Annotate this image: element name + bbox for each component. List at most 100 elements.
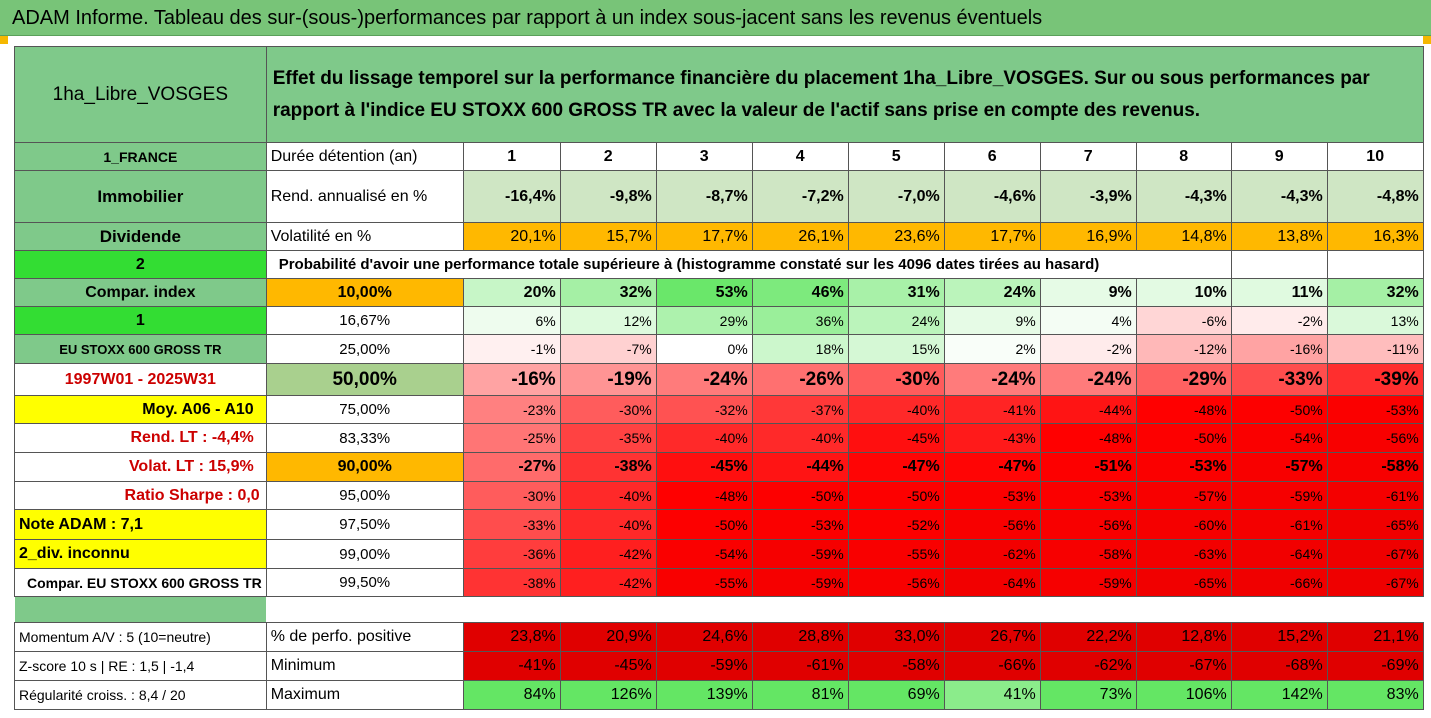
quantile-cell: -1% bbox=[462, 334, 561, 364]
quantile-cell: 36% bbox=[751, 306, 849, 335]
quantile-cell: -25% bbox=[462, 423, 561, 453]
note-adam-label: Note ADAM : 7,1 bbox=[14, 509, 267, 540]
quantile-pct: 25,00% bbox=[265, 334, 464, 364]
quantile-cell: -16% bbox=[462, 363, 561, 396]
vol-cell: 17,7% bbox=[943, 222, 1041, 251]
quantile-cell: -59% bbox=[1039, 568, 1137, 597]
quantile-cell: -38% bbox=[559, 452, 657, 482]
year-header: 7 bbox=[1039, 142, 1137, 171]
quantile-cell: -40% bbox=[655, 423, 753, 453]
quantile-cell: -30% bbox=[559, 395, 657, 424]
quantile-cell: -30% bbox=[462, 481, 561, 510]
year-header: 4 bbox=[751, 142, 849, 171]
rend-cell: -3,9% bbox=[1039, 170, 1137, 223]
stats-row: Régularité croiss. : 8,4 / 20 Maximum 84% 1… bbox=[14, 680, 1424, 710]
quantile-cell: -50% bbox=[655, 509, 753, 540]
quantile-cell: -53% bbox=[1326, 395, 1424, 424]
stats-cell: 139% bbox=[655, 680, 753, 710]
rend-cell: -16,4% bbox=[462, 170, 561, 223]
quantile-cell: -55% bbox=[847, 539, 945, 569]
stats-cell: 142% bbox=[1230, 680, 1328, 710]
vol-label: Volatilité en % bbox=[265, 222, 464, 251]
duration-label: Durée détention (an) bbox=[265, 142, 464, 171]
stats-cell: 12,8% bbox=[1135, 622, 1232, 652]
country-label: 1_FRANCE bbox=[14, 142, 267, 171]
quantile-cell: -43% bbox=[943, 423, 1041, 453]
stats-cell: -67% bbox=[1135, 651, 1232, 681]
quantile-cell: 24% bbox=[943, 278, 1041, 307]
stats-cell: 23,8% bbox=[462, 622, 561, 652]
stats-row: Z-score 10 s | RE : 1,5 | -1,4 Minimum -41… bbox=[14, 651, 1424, 681]
quantile-row: Note ADAM : 7,1 97,50% -33% -40% -50% -53% -52… bbox=[14, 509, 1424, 540]
quantile-cell: -2% bbox=[1039, 334, 1137, 364]
quantile-cell: 9% bbox=[943, 306, 1041, 335]
dividend-label: Dividende bbox=[14, 222, 267, 251]
spacer-row bbox=[14, 596, 1424, 623]
quantile-cell: -27% bbox=[462, 452, 561, 482]
quantile-cell: -11% bbox=[1326, 334, 1424, 364]
stats-cell: 26,7% bbox=[943, 622, 1041, 652]
quantile-cell: -50% bbox=[1135, 423, 1232, 453]
quantile-pct: 50,00% bbox=[265, 363, 464, 396]
corner-marker-right bbox=[1423, 36, 1431, 44]
quantile-cell: 11% bbox=[1230, 278, 1328, 307]
quantile-row: Ratio Sharpe : 0,0 95,00% -30% -40% -48% -50%… bbox=[14, 481, 1424, 510]
quantile-cell: -39% bbox=[1326, 363, 1424, 396]
quantile-cell: -54% bbox=[655, 539, 753, 569]
quantile-cell: 24% bbox=[847, 306, 945, 335]
quantile-cell: -63% bbox=[1135, 539, 1232, 569]
quantile-cell: -59% bbox=[751, 568, 849, 597]
stats-cell: 73% bbox=[1039, 680, 1137, 710]
quantile-pct: 83,33% bbox=[265, 423, 464, 453]
quantile-cell: -48% bbox=[1039, 423, 1137, 453]
compar-label: Compar. EU STOXX 600 GROSS TR bbox=[14, 568, 267, 597]
quantile-cell: -61% bbox=[1230, 509, 1328, 540]
quantile-cell: -57% bbox=[1230, 452, 1328, 482]
quantile-cell: -7% bbox=[559, 334, 657, 364]
quantile-cell: -47% bbox=[943, 452, 1041, 482]
quantile-cell: -38% bbox=[462, 568, 561, 597]
rend-lt-label: Rend. LT : -4,4% bbox=[14, 423, 267, 453]
stats-cell: 33,0% bbox=[847, 622, 945, 652]
quantile-cell: -36% bbox=[462, 539, 561, 569]
stats-cell: -61% bbox=[751, 651, 849, 681]
quantile-row: 1997W01 - 2025W31 50,00% -16% -19% -24% -26% -… bbox=[14, 363, 1424, 396]
sharpe-label: Ratio Sharpe : 0,0 bbox=[14, 481, 267, 510]
year-header: 8 bbox=[1135, 142, 1232, 171]
quantile-cell: -42% bbox=[559, 539, 657, 569]
stats-cell: -59% bbox=[655, 651, 753, 681]
year-header: 5 bbox=[847, 142, 945, 171]
years-row: 1_FRANCE Durée détention (an) 1 2 3 4 5 6 7 8 9 10 bbox=[14, 142, 1424, 171]
empty-cell bbox=[1326, 250, 1424, 279]
compar-index-label: Compar. index bbox=[14, 278, 267, 307]
quantile-cell: -53% bbox=[1039, 481, 1137, 510]
stats-cell: 106% bbox=[1135, 680, 1232, 710]
quantile-cell: -26% bbox=[751, 363, 849, 396]
quantile-cell: -37% bbox=[751, 395, 849, 424]
quantile-row: EU STOXX 600 GROSS TR 25,00% -1% -7% 0% 18% 15… bbox=[14, 334, 1424, 364]
quantile-cell: -56% bbox=[1326, 423, 1424, 453]
quantile-cell: -24% bbox=[655, 363, 753, 396]
quantile-cell: -65% bbox=[1135, 568, 1232, 597]
stats-left-label: Z-score 10 s | RE : 1,5 | -1,4 bbox=[14, 651, 267, 681]
quantile-cell: -40% bbox=[559, 481, 657, 510]
quantile-cell: -33% bbox=[462, 509, 561, 540]
quantile-row: 1 16,67% 6% 12% 29% 36% 24% 9% 4% -6% -2% 13% bbox=[14, 306, 1424, 335]
vol-cell: 14,8% bbox=[1135, 222, 1232, 251]
stats-cell: 20,9% bbox=[559, 622, 657, 652]
quantile-cell: -54% bbox=[1230, 423, 1328, 453]
volat-lt-label: Volat. LT : 15,9% bbox=[14, 452, 267, 482]
quantile-pct: 99,00% bbox=[265, 539, 464, 569]
quantile-cell: -42% bbox=[559, 568, 657, 597]
performance-table: 1ha_Libre_VOSGES Effet du lissage tempore… bbox=[14, 46, 1424, 710]
quantile-cell: 46% bbox=[751, 278, 849, 307]
quantile-cell: -67% bbox=[1326, 539, 1424, 569]
quantile-cell: -48% bbox=[1135, 395, 1232, 424]
quantile-cell: -48% bbox=[655, 481, 753, 510]
stats-cell: -69% bbox=[1326, 651, 1424, 681]
quantile-cell: 32% bbox=[1326, 278, 1424, 307]
corner-marker-left bbox=[0, 36, 8, 44]
quantile-pct: 99,50% bbox=[265, 568, 464, 597]
stats-cell: 69% bbox=[847, 680, 945, 710]
year-header: 10 bbox=[1326, 142, 1424, 171]
